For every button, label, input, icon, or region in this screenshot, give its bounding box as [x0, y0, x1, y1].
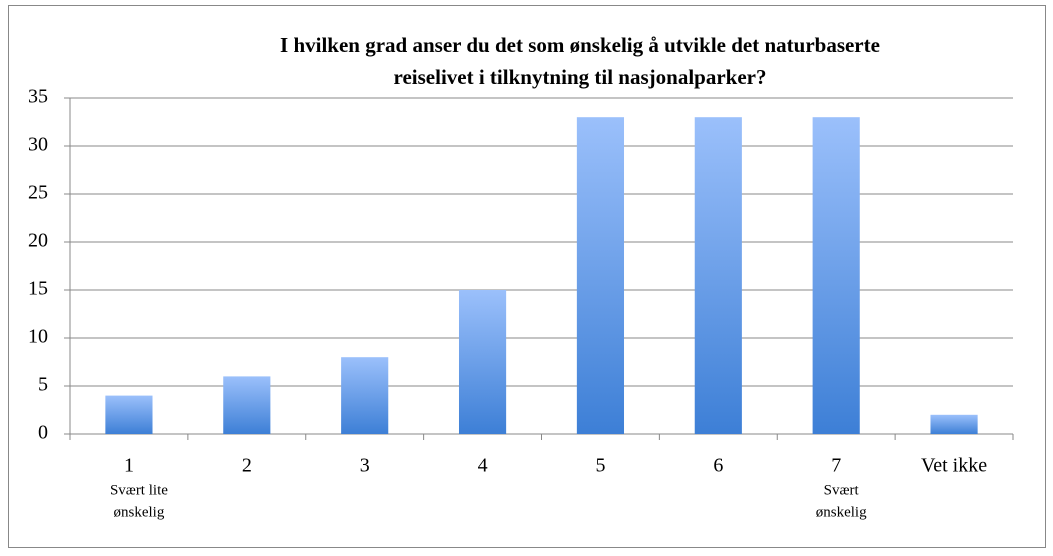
bar: [223, 376, 271, 434]
annotation: ønskelig: [816, 504, 867, 520]
y-tick-label: 15: [28, 278, 48, 300]
y-tick-label: 20: [28, 230, 48, 252]
y-tick-label: 25: [28, 182, 48, 204]
annotation: ønskelig: [114, 504, 165, 520]
chart-title: I hvilken grad anser du det som ønskelig…: [280, 33, 880, 57]
annotation: Svært lite: [110, 482, 168, 498]
y-tick-label: 0: [38, 422, 48, 444]
bar: [812, 117, 860, 434]
annotation: Svært: [824, 482, 860, 498]
y-tick-label: 30: [28, 134, 48, 156]
x-tick-label: 4: [478, 455, 488, 477]
x-tick-label: 7: [831, 455, 841, 477]
bar: [341, 357, 389, 434]
y-tick-label: 10: [28, 326, 48, 348]
x-tick-label: 2: [242, 455, 252, 477]
y-tick-label: 5: [38, 374, 48, 396]
chart-border: [8, 5, 1046, 548]
chart-title: reiselivet i tilknytning til nasjonalpar…: [394, 65, 767, 89]
bar: [694, 117, 742, 434]
y-tick-label: 35: [28, 86, 48, 108]
bar: [458, 290, 507, 434]
x-tick-label: Vet ikke: [921, 455, 987, 477]
x-tick-label: 5: [595, 455, 605, 477]
bar: [576, 117, 625, 434]
bar: [930, 414, 978, 434]
x-tick-label: 3: [360, 455, 370, 477]
x-tick-label: 1: [124, 455, 134, 477]
bar: [105, 395, 153, 434]
x-tick-label: 6: [713, 455, 723, 477]
